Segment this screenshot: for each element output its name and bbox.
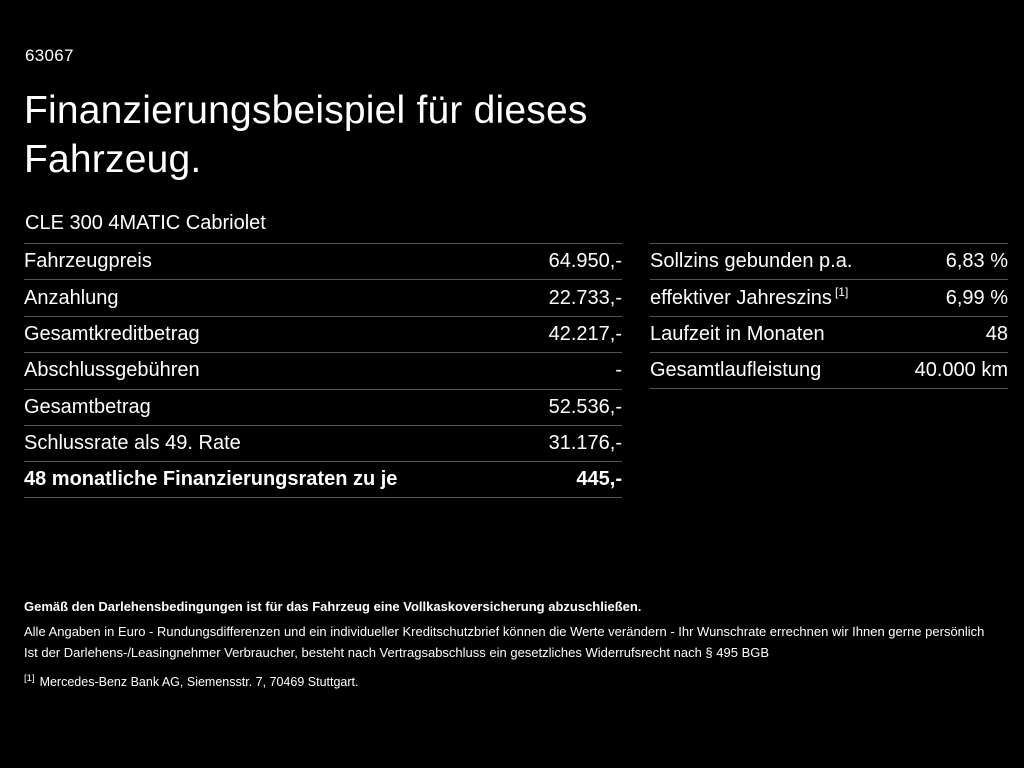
table-row: Schlussrate als 49. Rate 31.176,- — [24, 424, 622, 461]
row-label: effektiver Jahreszins [1] — [650, 284, 849, 310]
row-value: 48 — [985, 322, 1008, 345]
row-value: 64.950,- — [548, 250, 622, 273]
row-label: Schlussrate als 49. Rate — [24, 432, 241, 455]
table-row: effektiver Jahreszins [1] 6,99 % — [650, 279, 1008, 315]
row-label: Gesamtkreditbetrag — [24, 322, 200, 345]
legal-footer: Gemäß den Darlehensbedingungen ist für d… — [24, 599, 1000, 690]
row-label: 48 monatliche Finanzierungsraten zu je — [24, 468, 398, 491]
row-label: Laufzeit in Monaten — [650, 322, 825, 345]
table-row: Anzahlung 22.733,- — [24, 279, 622, 315]
row-value: 52.536,- — [548, 395, 622, 418]
page-title: Finanzierungsbeispiel für dieses Fahrzeu… — [24, 86, 588, 184]
footnote-marker: [1] — [24, 673, 35, 684]
row-value: 6,83 % — [945, 250, 1008, 273]
row-label: Sollzins gebunden p.a. — [650, 250, 853, 273]
footnote-text: Mercedes-Benz Bank AG, Siemensstr. 7, 70… — [39, 675, 359, 690]
offer-code: 63067 — [25, 46, 74, 65]
table-row-monthly-rate: 48 monatliche Finanzierungsraten zu je 4… — [24, 461, 622, 498]
table-row: Abschlussgebühren - — [24, 352, 622, 388]
footnote-ref: [1] — [834, 284, 849, 299]
table-row: Gesamtlaufleistung 40.000 km — [650, 352, 1008, 389]
table-row: Gesamtbetrag 52.536,- — [24, 388, 622, 425]
row-label: Fahrzeugpreis — [24, 250, 152, 273]
table-row: Laufzeit in Monaten 48 — [650, 315, 1008, 352]
table-row: Fahrzeugpreis 64.950,- — [24, 243, 622, 279]
row-value: 22.733,- — [548, 286, 622, 309]
row-value: 40.000 km — [914, 358, 1008, 381]
row-label: Gesamtbetrag — [24, 395, 151, 418]
footer-disclaimer-1: Alle Angaben in Euro - Rundungsdifferenz… — [24, 624, 985, 639]
row-value: 6,99 % — [945, 286, 1008, 309]
financing-table-left: Fahrzeugpreis 64.950,- Anzahlung 22.733,… — [24, 243, 622, 498]
row-value: 445,- — [576, 468, 622, 491]
footer-insurance-note: Gemäß den Darlehensbedingungen ist für d… — [24, 599, 642, 614]
row-label-text: effektiver Jahreszins — [650, 286, 832, 309]
financing-table-right: Sollzins gebunden p.a. 6,83 % effektiver… — [650, 243, 1008, 389]
footer-disclaimer-2: Ist der Darlehens-/Leasingnehmer Verbrau… — [24, 645, 770, 660]
row-value: 42.217,- — [548, 322, 622, 345]
table-row: Gesamtkreditbetrag 42.217,- — [24, 315, 622, 352]
financing-tables: Fahrzeugpreis 64.950,- Anzahlung 22.733,… — [24, 243, 1008, 498]
row-label: Anzahlung — [24, 286, 119, 309]
page-title-line1: Finanzierungsbeispiel für dieses — [24, 89, 588, 132]
footer-footnote: [1] Mercedes-Benz Bank AG, Siemensstr. 7,… — [24, 671, 1000, 690]
row-value: - — [615, 359, 622, 382]
row-label: Gesamtlaufleistung — [650, 358, 822, 381]
page-title-line2: Fahrzeug. — [24, 138, 202, 181]
row-label: Abschlussgebühren — [24, 359, 200, 382]
row-value: 31.176,- — [548, 432, 622, 455]
table-row: Sollzins gebunden p.a. 6,83 % — [650, 243, 1008, 279]
vehicle-model: CLE 300 4MATIC Cabriolet — [25, 212, 266, 234]
